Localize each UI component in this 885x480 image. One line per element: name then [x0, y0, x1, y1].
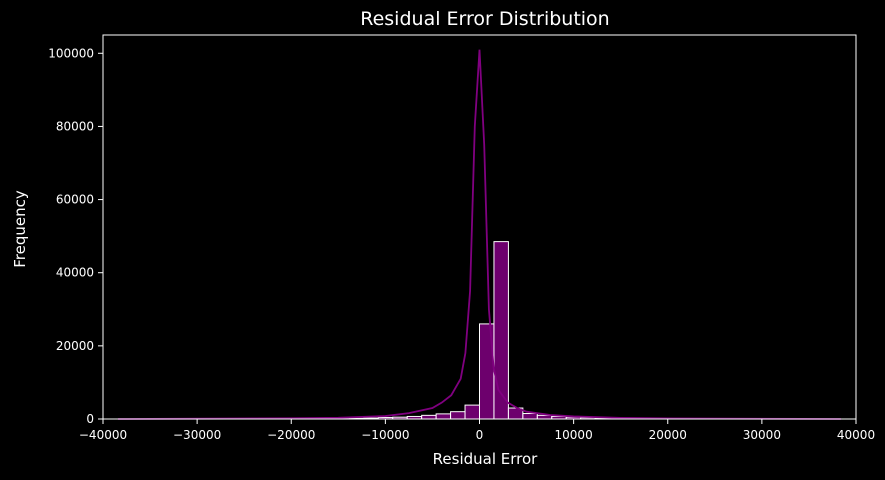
x-tick-label: −30000	[173, 428, 221, 442]
x-tick-label: 0	[476, 428, 484, 442]
y-axis-ticks: 0 20000 40000 60000 80000 100000	[48, 46, 103, 426]
x-tick-label: 20000	[649, 428, 687, 442]
x-axis-ticks: −40000 −30000 −20000 −10000 0 10000 20000 30000…	[79, 419, 875, 442]
x-tick-label: 40000	[837, 428, 875, 442]
y-tick-label: 40000	[56, 266, 94, 280]
y-tick-label: 0	[86, 412, 94, 426]
histogram-bar	[537, 415, 551, 419]
histogram-bars	[335, 242, 639, 419]
y-axis-label: Frequency	[11, 190, 29, 268]
x-tick-label: 30000	[743, 428, 781, 442]
x-tick-label: −20000	[267, 428, 315, 442]
histogram-bar	[465, 405, 479, 419]
y-tick-label: 80000	[56, 119, 94, 133]
histogram-bar	[523, 414, 537, 419]
histogram-bar	[436, 414, 450, 419]
x-tick-label: −10000	[361, 428, 409, 442]
y-tick-label: 60000	[56, 193, 94, 207]
x-tick-label: −40000	[79, 428, 127, 442]
x-axis-label: Residual Error	[433, 450, 539, 468]
chart-title: Residual Error Distribution	[360, 8, 609, 30]
histogram-bar	[451, 412, 465, 419]
y-tick-label: 20000	[56, 339, 94, 353]
histogram-bar	[422, 415, 436, 419]
x-tick-label: 10000	[555, 428, 593, 442]
y-tick-label: 100000	[48, 46, 94, 60]
